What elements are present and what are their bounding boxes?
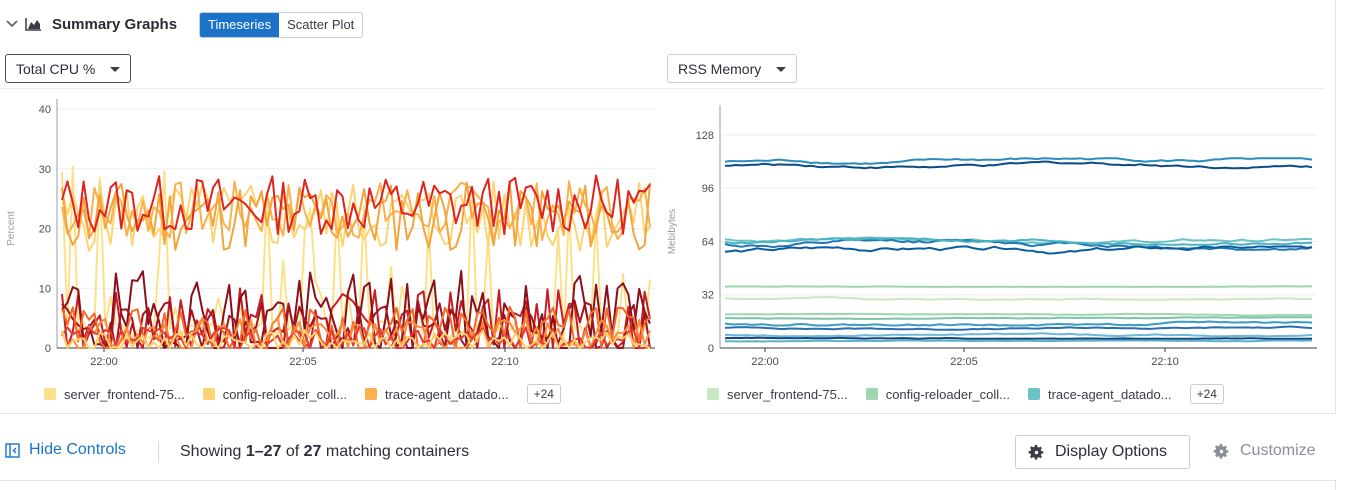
y-tick-label: 10 — [39, 283, 51, 295]
legend-label: trace-agent_datado... — [1047, 386, 1172, 402]
legend-item[interactable]: server_frontend-75... — [44, 387, 185, 402]
series-line — [724, 245, 1313, 255]
legend-swatch — [364, 388, 377, 400]
y-axis-title: Percent — [6, 211, 17, 246]
series-line — [61, 180, 651, 241]
view-toggle: Timeseries Scatter Plot — [199, 12, 364, 38]
y-tick-label: 40 — [39, 104, 51, 116]
legend-label: server_frontend-75... — [727, 386, 848, 402]
caret-down-icon — [110, 67, 120, 72]
legend-item[interactable]: server_frontend-75... — [707, 387, 848, 402]
area-chart-icon — [25, 18, 41, 31]
series-line — [725, 160, 1313, 170]
y-axis-title: Mebibytes — [667, 209, 678, 255]
x-tick-label: 22:10 — [491, 356, 519, 368]
caret-down-icon — [776, 67, 786, 72]
cpu-metric-select[interactable]: Total CPU % — [5, 54, 131, 83]
results-prefix: Showing — [180, 443, 246, 460]
series-line — [724, 325, 1313, 331]
collapse-panel-icon — [5, 442, 20, 458]
panel-title: Summary Graphs — [52, 16, 178, 33]
legend-item[interactable]: trace-agent_datado... — [364, 386, 509, 402]
legend-swatch — [202, 388, 215, 400]
memory-metric-select[interactable]: RSS Memory — [667, 54, 797, 83]
series-line — [61, 180, 651, 251]
y-tick-label: 64 — [702, 236, 714, 248]
x-tick-label: 22:00 — [751, 356, 779, 368]
cpu-legend: server_frontend-75... config-reloader_co… — [44, 384, 561, 404]
series-line — [61, 270, 651, 349]
legend-label: trace-agent_datado... — [384, 386, 509, 402]
y-tick-label: 32 — [702, 290, 714, 302]
y-tick-label: 128 — [696, 130, 714, 142]
series-line — [61, 326, 651, 349]
memory-chart-svg: 0 32 64 96 128 22:00 22:05 22:10 Mebibytes — [667, 105, 1317, 368]
series-line — [725, 339, 1312, 343]
legend-swatch — [865, 388, 878, 400]
chevron-down-icon[interactable] — [6, 18, 18, 30]
summary-graphs-panel: Summary Graphs Timeseries Scatter Plot T… — [0, 0, 1336, 414]
customize-label: Customize — [1240, 442, 1316, 459]
series-line — [725, 316, 1313, 320]
y-tick-label: 0 — [45, 343, 51, 355]
series-line — [724, 312, 1312, 317]
display-options-button[interactable]: Display Options — [1015, 435, 1190, 469]
series-line — [724, 332, 1313, 338]
legend-item[interactable]: config-reloader_coll... — [202, 386, 347, 402]
tab-scatter-plot[interactable]: Scatter Plot — [279, 13, 363, 37]
series-line — [724, 320, 1313, 327]
legend-item[interactable]: config-reloader_coll... — [865, 386, 1010, 402]
y-tick-label: 0 — [708, 343, 714, 355]
x-tick-label: 22:10 — [1151, 356, 1179, 368]
legend-swatch — [1027, 388, 1040, 400]
legend-label: server_frontend-75... — [64, 386, 185, 402]
divider — [158, 441, 159, 463]
series-line — [61, 180, 651, 252]
cpu-chart[interactable]: 0 10 20 30 40 22:00 22:05 22:10 Percent — [0, 95, 660, 370]
legend-more-button[interactable]: +24 — [1189, 384, 1224, 404]
y-tick-label: 30 — [39, 164, 51, 176]
legend-label: config-reloader_coll... — [222, 386, 347, 402]
series-line — [724, 336, 1313, 340]
results-total: 27 — [303, 443, 322, 460]
cpu-chart-svg: 0 10 20 30 40 22:00 22:05 22:10 Percent — [6, 99, 655, 368]
hide-controls-button[interactable]: Hide Controls — [5, 441, 126, 459]
display-options-label: Display Options — [1055, 443, 1168, 460]
tab-timeseries[interactable]: Timeseries — [200, 13, 280, 37]
y-tick-label: 96 — [702, 183, 714, 195]
gear-icon — [1028, 444, 1044, 460]
customize-button[interactable]: Customize — [1213, 442, 1316, 460]
results-range: 1–27 — [245, 443, 282, 460]
legend-label: config-reloader_coll... — [885, 386, 1010, 402]
series-line — [724, 285, 1313, 288]
gear-icon — [1213, 443, 1229, 459]
results-suffix: matching containers — [321, 443, 470, 460]
legend-swatch — [44, 388, 56, 400]
divider — [0, 88, 1324, 89]
x-tick-label: 22:00 — [90, 356, 118, 368]
x-tick-label: 22:05 — [289, 356, 317, 368]
memory-chart[interactable]: 0 32 64 96 128 22:00 22:05 22:10 Mebibytes — [665, 95, 1325, 370]
results-of: of — [281, 443, 304, 460]
x-tick-label: 22:05 — [950, 356, 978, 368]
series-line — [61, 329, 651, 349]
series-line — [724, 237, 1313, 246]
hide-controls-label: Hide Controls — [29, 441, 126, 458]
memory-legend: server_frontend-75... config-reloader_co… — [707, 384, 1224, 404]
series-line — [724, 157, 1313, 165]
y-tick-label: 20 — [39, 224, 51, 236]
cpu-metric-select-value: Total CPU % — [16, 60, 96, 77]
results-count: Showing 1–27 of 27 matching containers — [180, 443, 469, 461]
next-panel-edge — [0, 480, 1336, 490]
memory-metric-select-value: RSS Memory — [678, 60, 762, 77]
series-line — [61, 174, 651, 236]
legend-swatch — [707, 388, 719, 400]
legend-more-button[interactable]: +24 — [526, 384, 561, 404]
series-line — [724, 296, 1312, 301]
legend-item[interactable]: trace-agent_datado... — [1027, 386, 1172, 402]
